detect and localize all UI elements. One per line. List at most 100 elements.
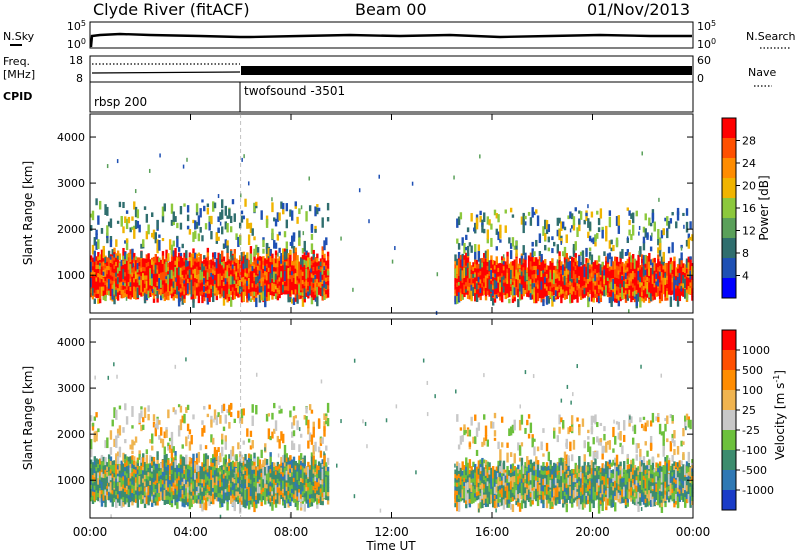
echo-cell — [599, 208, 603, 219]
echo-cell — [152, 265, 156, 270]
echo-cell — [145, 499, 149, 504]
echo-cell — [197, 298, 201, 304]
colorbar-swatch — [722, 198, 736, 218]
echo-cell — [179, 275, 183, 281]
echo-cell — [596, 293, 599, 298]
echo-cell — [152, 414, 156, 422]
echo-cell — [93, 481, 96, 486]
echo-cell — [540, 281, 543, 290]
echo-cell — [504, 286, 507, 291]
echo-cell — [170, 277, 174, 282]
echo-cell — [676, 295, 680, 307]
echo-cell — [247, 465, 251, 471]
echo-cell — [682, 271, 685, 277]
echo-cell — [138, 269, 141, 275]
echo-cell — [122, 268, 125, 280]
echo-cell — [102, 473, 105, 479]
echo-cell — [215, 278, 219, 284]
echo-cell — [235, 473, 238, 484]
echo-cell — [154, 496, 158, 502]
echo-cell — [651, 232, 653, 237]
echo-cell — [561, 293, 565, 298]
echo-cell — [156, 248, 159, 254]
echo-cell — [664, 283, 667, 289]
echo-cell — [156, 484, 159, 489]
echo-cell — [165, 253, 168, 259]
echo-cell — [129, 497, 132, 503]
echo-cell — [240, 500, 244, 505]
echo-cell — [163, 446, 166, 455]
echo-cell — [296, 255, 299, 260]
echo-cell — [237, 491, 240, 496]
echo-cell — [224, 290, 227, 296]
echo-cell — [671, 286, 674, 291]
echo-cell — [301, 292, 305, 296]
echo-cell — [179, 405, 183, 413]
echo-cell — [280, 265, 283, 271]
echo-cell — [131, 459, 134, 464]
echo-cell — [131, 288, 134, 294]
echo-cell — [667, 265, 671, 270]
echo-cell — [240, 289, 244, 295]
echo-cell — [667, 220, 671, 229]
echo-cell — [170, 203, 174, 214]
echo-cell — [222, 277, 226, 282]
echo-cell — [91, 478, 95, 484]
echo-cell — [238, 263, 242, 269]
echo-cell — [540, 293, 543, 299]
echo-cell — [676, 264, 680, 269]
echo-cell — [673, 256, 676, 262]
echo-cell — [95, 260, 98, 265]
echo-cell — [142, 474, 145, 479]
echo-cell — [170, 256, 174, 261]
echo-cell — [118, 501, 122, 506]
echo-cell — [508, 267, 511, 273]
echo-cell — [197, 494, 201, 500]
echo-cell — [118, 446, 122, 458]
colorbar-tick-label: 28 — [742, 135, 756, 148]
echo-cell — [172, 296, 175, 301]
echo-cell — [231, 291, 235, 296]
echo-cell — [124, 466, 127, 472]
echo-cell — [630, 213, 633, 219]
echo-cell — [188, 257, 192, 261]
echo-cell — [159, 478, 163, 484]
echo-cell — [97, 484, 100, 489]
echo-cell — [226, 483, 229, 488]
echo-cell — [143, 275, 147, 280]
echo-cell — [244, 198, 247, 207]
echo-cell — [644, 292, 647, 297]
echo-cell — [529, 279, 533, 285]
echo-cell — [213, 473, 217, 479]
echo-cell — [237, 280, 240, 286]
echo-cell — [592, 297, 595, 303]
echo-cell — [325, 260, 328, 266]
echo-cell — [102, 286, 105, 291]
echo-cell — [95, 430, 98, 437]
echo-cell — [240, 210, 244, 215]
echo-cell — [233, 213, 236, 222]
echo-cell — [536, 296, 540, 302]
echo-cell — [186, 274, 190, 279]
echo-cell — [680, 262, 683, 267]
echo-cell — [170, 281, 174, 286]
echo-cell — [228, 279, 231, 285]
echo-cell — [599, 264, 603, 275]
echo-cell — [111, 249, 114, 255]
echo-cell — [172, 287, 175, 293]
echo-cell — [535, 209, 538, 214]
echo-cell — [680, 288, 683, 292]
echo-cell — [251, 481, 254, 487]
echo-cell — [131, 467, 134, 473]
echo-cell — [143, 470, 147, 475]
echo-cell — [192, 256, 195, 262]
echo-cell — [658, 197, 660, 202]
echo-cell — [646, 293, 649, 298]
echo-cell — [134, 461, 138, 467]
echo-cell — [192, 486, 195, 492]
echo-cell — [203, 466, 206, 472]
echo-cell — [265, 218, 269, 228]
echo-cell — [206, 264, 210, 269]
echo-cell — [197, 451, 201, 463]
echo-cell — [190, 484, 193, 492]
